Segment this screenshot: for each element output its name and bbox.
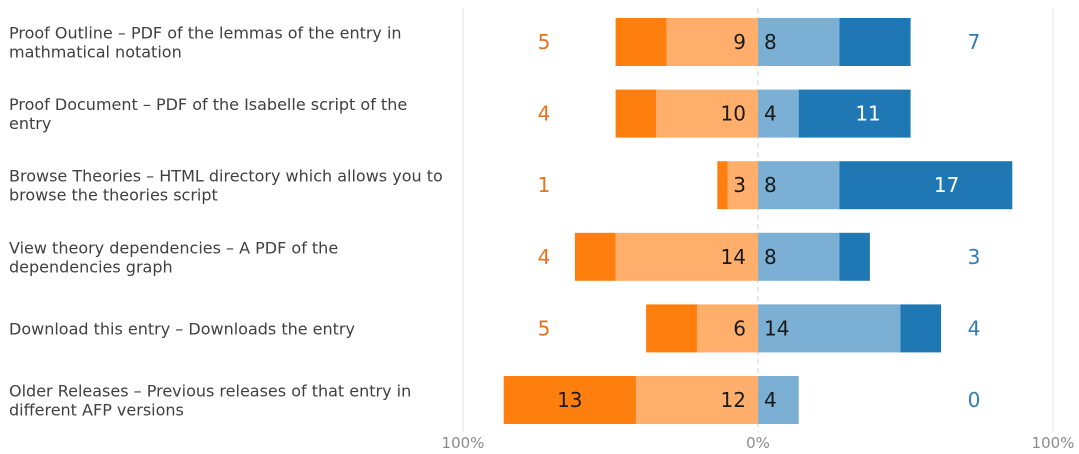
data-label-negative-strong: 4: [538, 102, 551, 126]
category-label: Older Releases – Previous releases of th…: [9, 382, 411, 420]
bar-negative-light: [635, 376, 758, 424]
x-tick-label: 0%: [746, 434, 770, 452]
bar-negative-light: [656, 89, 758, 138]
bar-negative-strong: [717, 161, 728, 210]
data-label-negative-light: 6: [733, 316, 746, 340]
bar-negative-strong: [503, 376, 636, 424]
bar-positive-strong: [839, 161, 1013, 210]
category-label: Proof Document – PDF of the Isabelle scr…: [9, 95, 407, 133]
x-tick-label: 100%: [442, 434, 485, 452]
bar-positive-strong: [839, 232, 870, 281]
bar-positive-light: [758, 18, 840, 66]
bar-positive-light: [758, 89, 799, 138]
bar-positive-strong: [900, 304, 942, 353]
category-label: View theory dependencies – A PDF of the d…: [9, 238, 338, 276]
bar-negative-light: [727, 161, 758, 210]
bar-negative-strong: [574, 232, 616, 281]
bar-negative-light: [696, 304, 758, 353]
bar-negative-strong: [615, 18, 667, 66]
data-label-positive-strong: 4: [968, 316, 981, 340]
bar-positive-light: [758, 161, 840, 210]
category-label: Browse Theories – HTML directory which a…: [9, 167, 443, 205]
data-label-negative-strong: 4: [538, 245, 551, 269]
data-label-positive-light: 8: [764, 173, 777, 197]
data-label-positive-light: 4: [764, 388, 777, 412]
data-label-negative-light: 10: [721, 102, 746, 126]
bar-negative-light: [615, 232, 758, 281]
data-label-positive-light: 4: [764, 102, 777, 126]
category-label: Proof Outline – PDF of the lemmas of the…: [9, 24, 402, 62]
data-label-negative-light: 14: [721, 245, 746, 269]
x-tick-label: 100%: [1032, 434, 1075, 452]
bar-positive-light: [758, 376, 799, 424]
data-label-positive-light: 8: [764, 245, 777, 269]
data-label-negative-strong: 5: [538, 316, 551, 340]
data-label-negative-light: 3: [733, 173, 746, 197]
bar-positive-light: [758, 304, 901, 353]
bar-positive-strong: [798, 89, 911, 138]
data-label-positive-strong: 0: [968, 388, 981, 412]
bar-positive-light: [758, 232, 840, 281]
data-label-positive-strong: 17: [934, 173, 959, 197]
data-label-positive-light: 8: [764, 30, 777, 54]
data-label-positive-strong: 11: [855, 102, 880, 126]
data-label-negative-strong: 13: [557, 388, 582, 412]
data-label-positive-strong: 7: [968, 30, 981, 54]
bar-negative-strong: [615, 89, 657, 138]
data-label-positive-strong: 3: [968, 245, 981, 269]
bar-negative-light: [666, 18, 758, 66]
bar-positive-strong: [839, 18, 911, 66]
data-label-negative-strong: 1: [538, 173, 551, 197]
data-label-negative-light: 9: [733, 30, 746, 54]
data-label-negative-strong: 5: [538, 30, 551, 54]
bar-negative-strong: [646, 304, 697, 353]
data-label-negative-light: 12: [721, 388, 746, 412]
data-label-positive-light: 14: [764, 316, 789, 340]
category-label: Download this entry – Downloads the entr…: [9, 319, 355, 338]
